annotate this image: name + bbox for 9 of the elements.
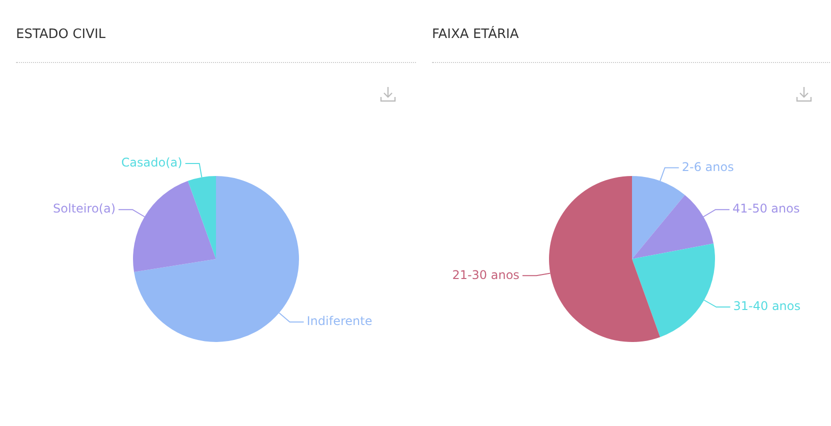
chart-title: ESTADO CIVIL xyxy=(16,27,106,42)
slice-label: 21-30 anos xyxy=(452,268,520,282)
slice-label: 2-6 anos xyxy=(682,160,734,174)
slice-label: 31-40 anos xyxy=(733,299,801,314)
slice-label: Casado(a) xyxy=(121,156,182,170)
slice-label: 41-50 anos xyxy=(732,202,800,216)
slice-label: Solteiro(a) xyxy=(53,202,116,216)
chart-title: FAIXA ETÁRIA xyxy=(432,27,519,42)
slice-label: Indiferente xyxy=(306,314,372,328)
